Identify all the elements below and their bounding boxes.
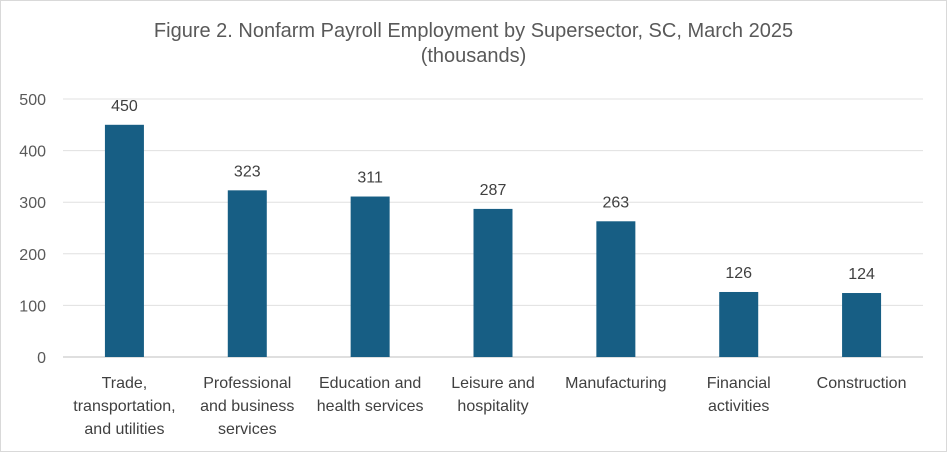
x-tick-label: and utilities	[84, 421, 164, 438]
chart-title: Figure 2. Nonfarm Payroll Employment by …	[1, 19, 946, 69]
data-label: 126	[725, 265, 752, 282]
data-label: 311	[357, 170, 383, 187]
x-tick-label: activities	[708, 398, 769, 415]
bar	[842, 293, 882, 357]
bar	[473, 208, 513, 357]
x-tick-label: services	[218, 421, 277, 438]
data-label: 287	[480, 182, 507, 199]
x-tick-label: Education and	[319, 375, 421, 392]
y-tick-label: 200	[19, 247, 46, 264]
chart-title-line-2: (thousands)	[420, 45, 527, 67]
x-tick-label: Leisure and	[451, 375, 535, 392]
x-tick-label: health services	[317, 398, 424, 415]
x-tick-label: and business	[200, 398, 294, 415]
bar	[104, 124, 144, 357]
data-label: 323	[234, 163, 261, 180]
x-tick-label: hospitality	[457, 398, 528, 415]
x-tick-label: transportation,	[73, 398, 175, 415]
y-tick-label: 400	[19, 144, 46, 161]
y-tick-label: 500	[19, 92, 46, 109]
data-label: 263	[603, 194, 630, 211]
data-label: 450	[111, 98, 138, 115]
data-label: 124	[848, 266, 875, 283]
bar	[227, 190, 267, 357]
x-tick-label: Professional	[203, 375, 291, 392]
y-tick-label: 100	[19, 298, 46, 315]
x-tick-label: Trade,	[102, 375, 148, 392]
x-tick-label: Financial	[707, 375, 771, 392]
x-tick-label: Construction	[817, 375, 907, 392]
bar	[596, 221, 636, 357]
x-tick-label: Manufacturing	[565, 375, 666, 392]
y-tick-label: 0	[37, 350, 46, 367]
y-tick-label: 300	[19, 195, 46, 212]
bar	[719, 291, 759, 357]
chart-title-line-1: Figure 2. Nonfarm Payroll Employment by …	[153, 20, 794, 42]
bar	[350, 196, 390, 357]
